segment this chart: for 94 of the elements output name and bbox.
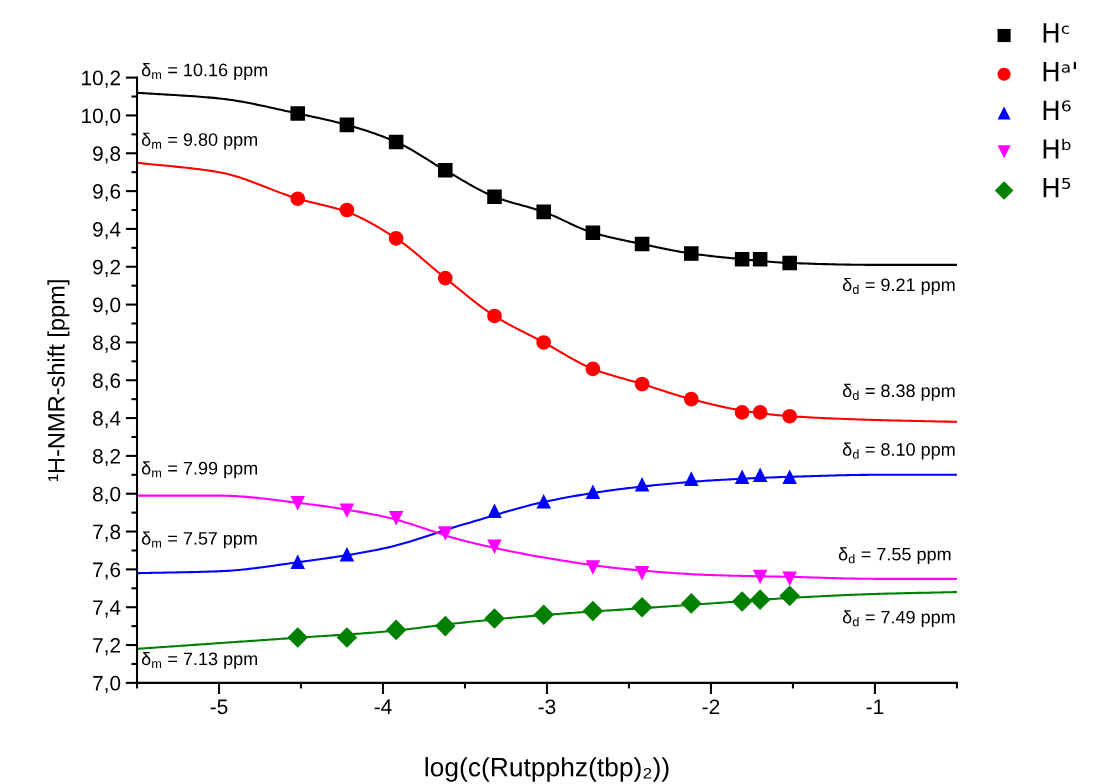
- annotation: δ$_{d}$ = 9.21 ppm: [842, 277, 955, 295]
- x-axis-title: log(c(Rutpphz(tbp)₂)): [425, 757, 669, 782]
- point: [435, 615, 456, 637]
- point: [487, 189, 502, 205]
- point: [287, 627, 309, 648]
- point: [438, 270, 453, 286]
- point: [634, 476, 650, 492]
- point: [536, 494, 551, 509]
- point: [487, 308, 502, 324]
- point: [734, 469, 750, 484]
- point: [634, 565, 650, 581]
- point: [734, 405, 750, 420]
- annotation: δ$_{d}$ = 7.49 ppm: [842, 610, 955, 628]
- annotation: δ$_{m}$ = 7.13 ppm: [141, 651, 258, 669]
- point: [684, 246, 699, 261]
- y-tick-label: 7,6: [93, 562, 121, 580]
- point: [749, 589, 771, 610]
- legend-label: Hᵇ: [1043, 138, 1071, 159]
- point: [290, 191, 306, 206]
- x-tick-label: -1: [866, 699, 884, 714]
- point: [438, 163, 453, 178]
- point: [388, 511, 404, 526]
- point: [336, 627, 358, 648]
- y-tick-label: 8,0: [92, 486, 121, 504]
- point: [339, 503, 355, 519]
- point: [684, 471, 699, 486]
- y-tick-label: 9,2: [93, 259, 120, 277]
- point: [782, 469, 797, 484]
- point: [290, 106, 306, 121]
- y-tick-label: 8,2: [92, 448, 120, 467]
- legend-label: Hᶜ: [1043, 23, 1069, 43]
- legend-label: H⁶: [1043, 100, 1071, 120]
- legend-label: Hᵃ': [1043, 61, 1076, 82]
- y-tick-label: 9,4: [93, 221, 121, 240]
- y-tick-label: 7,2: [93, 638, 120, 656]
- point: [339, 202, 355, 218]
- point: [438, 526, 453, 541]
- point: [752, 569, 768, 585]
- y-tick-label: 8,8: [92, 335, 121, 353]
- point: [779, 585, 800, 607]
- point: [634, 376, 650, 392]
- point: [487, 503, 502, 519]
- point: [734, 251, 750, 267]
- point: [585, 361, 601, 377]
- y-tick-label: 9,8: [93, 146, 121, 164]
- x-tick-label: -4: [374, 699, 392, 714]
- point: [752, 251, 768, 267]
- y-tick-label: 8,6: [92, 373, 121, 391]
- point: [684, 391, 699, 407]
- point: [290, 554, 306, 570]
- y-tick-label: 9,0: [93, 297, 121, 315]
- y-tick-label: 10,0: [82, 108, 121, 126]
- point: [536, 335, 551, 350]
- point: [487, 539, 502, 554]
- point: [385, 619, 407, 641]
- y-tick-label: 10,2: [82, 70, 121, 88]
- point: [388, 134, 404, 150]
- point: [631, 596, 653, 618]
- x-tick-label: -3: [538, 699, 556, 715]
- annotation: δ$_{d}$ = 8.38 ppm: [842, 383, 955, 401]
- point: [782, 408, 797, 424]
- y-tick-label: 9,6: [93, 184, 121, 202]
- point: [752, 467, 768, 483]
- point: [585, 560, 601, 575]
- y-tick-label: 7,0: [93, 675, 121, 694]
- point: [634, 236, 650, 252]
- annotation: δ$_{m}$ = 7.57 ppm: [141, 531, 257, 549]
- y-tick-label: 8,4: [92, 411, 121, 429]
- point: [585, 225, 601, 240]
- point: [339, 117, 355, 133]
- annotation: δ$_{m}$ = 7.99 ppm: [141, 461, 258, 479]
- point: [782, 255, 797, 271]
- point: [680, 593, 702, 614]
- y-axis-title: ¹H-NMR-shift [ppm]: [47, 280, 70, 481]
- x-tick-label: -5: [210, 699, 228, 715]
- point: [582, 600, 604, 622]
- point: [388, 231, 404, 246]
- annotation: δ$_{m}$ = 9.80 ppm: [141, 132, 258, 150]
- legend-label: H⁵: [1043, 177, 1071, 198]
- point: [585, 484, 601, 500]
- annotation: δ$_{d}$ = 7.55 ppm: [838, 547, 951, 565]
- point: [533, 604, 554, 626]
- point: [731, 591, 753, 612]
- annotation: δ$_{d}$ = 8.10 ppm: [842, 442, 955, 460]
- point: [484, 608, 505, 629]
- point: [782, 571, 797, 587]
- y-tick-label: 7,4: [93, 600, 121, 618]
- annotation: δ$_{m}$ = 10.16 ppm: [141, 63, 268, 80]
- point: [536, 204, 551, 220]
- y-tick-label: 7,8: [93, 524, 121, 542]
- point: [339, 546, 355, 562]
- x-tick-label: -2: [702, 699, 720, 714]
- point: [290, 495, 306, 511]
- point: [752, 405, 768, 420]
